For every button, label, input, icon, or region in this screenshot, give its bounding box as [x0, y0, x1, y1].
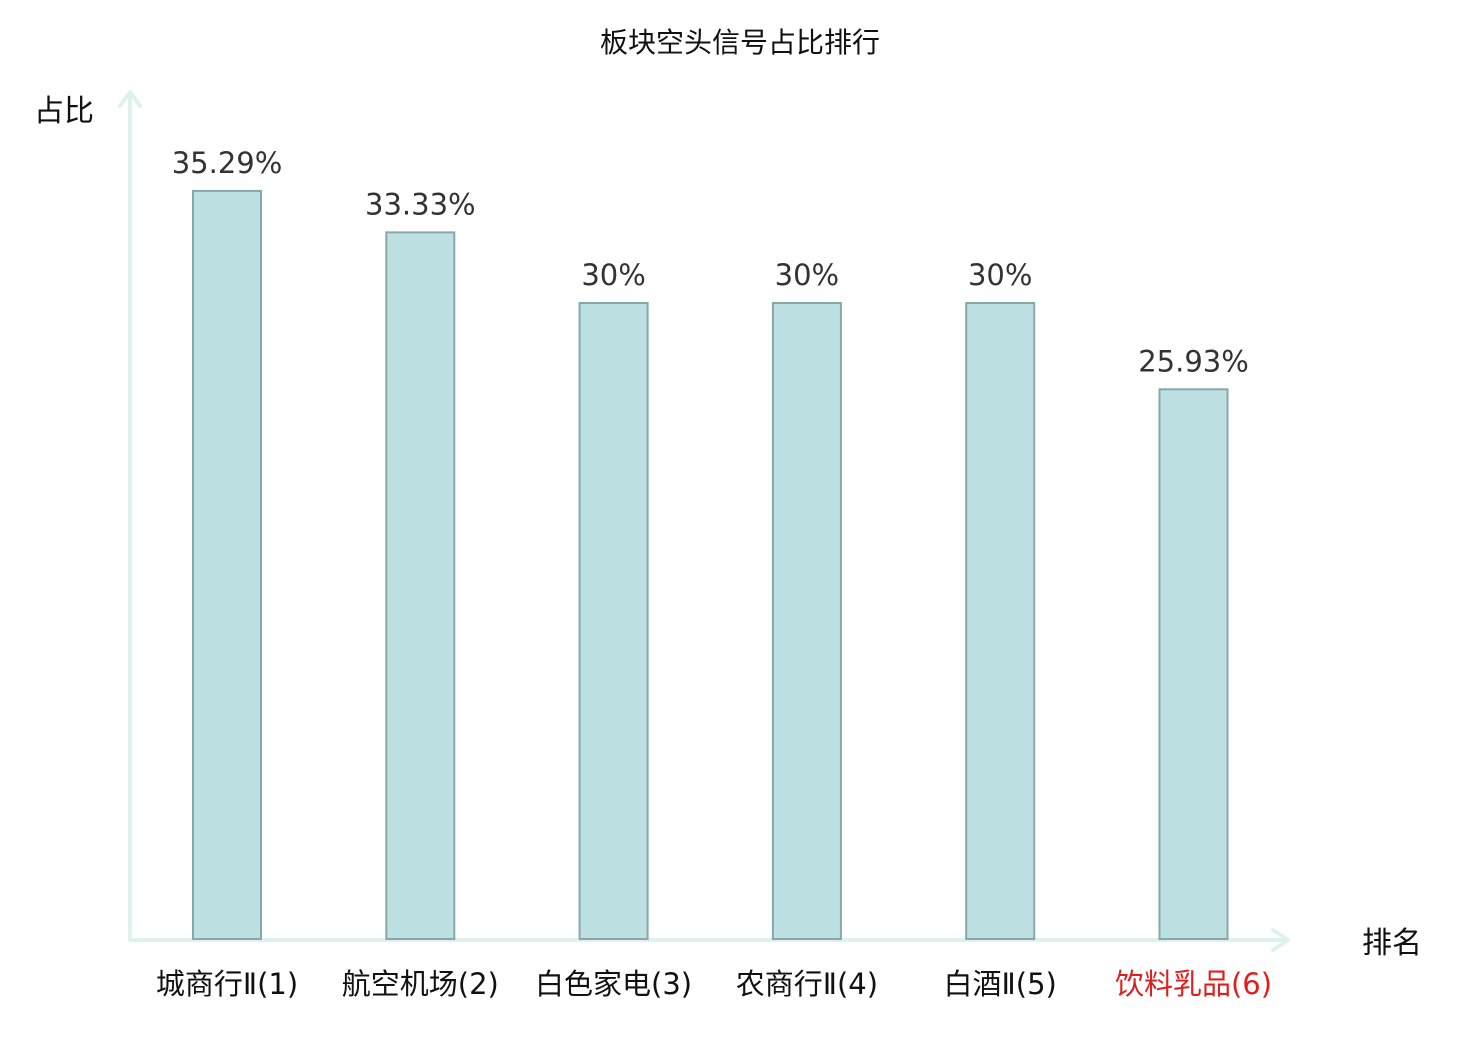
value-label-2: 33.33% — [365, 187, 476, 221]
chart-title: 板块空头信号占比排行 — [600, 26, 880, 59]
category-label-4: 农商行Ⅱ(4) — [736, 967, 878, 1001]
category-label-3: 白色家电(3) — [535, 967, 692, 1001]
x-axis — [128, 928, 1290, 952]
y-axis — [118, 90, 142, 942]
bar-5 — [965, 302, 1036, 940]
category-label-5: 白酒Ⅱ(5) — [944, 967, 1057, 1001]
bar-6 — [1158, 388, 1229, 940]
category-label-2: 航空机场(2) — [342, 967, 499, 1001]
value-label-3: 30% — [581, 258, 645, 292]
y-axis-title: 占比 — [34, 94, 94, 129]
bar-3 — [578, 302, 649, 940]
category-label-6: 饮料乳品(6) — [1115, 967, 1272, 1001]
bar-2 — [385, 231, 456, 940]
bar-4 — [771, 302, 842, 940]
value-label-6: 25.93% — [1138, 344, 1249, 378]
x-axis-title: 排名 — [1362, 926, 1422, 961]
value-labels-group: 35.29% 33.33% 30% 30% 30% 25.93% — [172, 146, 1249, 378]
bars-group — [192, 189, 1229, 940]
category-labels-group: 城商行Ⅱ(1) 航空机场(2) 白色家电(3) 农商行Ⅱ(4) 白酒Ⅱ(5) 饮料乳品(6… — [156, 967, 1272, 1001]
value-label-4: 30% — [775, 258, 839, 292]
value-label-5: 30% — [968, 258, 1032, 292]
category-label-1: 城商行Ⅱ(1) — [156, 967, 298, 1001]
bar-1 — [192, 189, 262, 940]
value-label-1: 35.29% — [172, 146, 283, 180]
